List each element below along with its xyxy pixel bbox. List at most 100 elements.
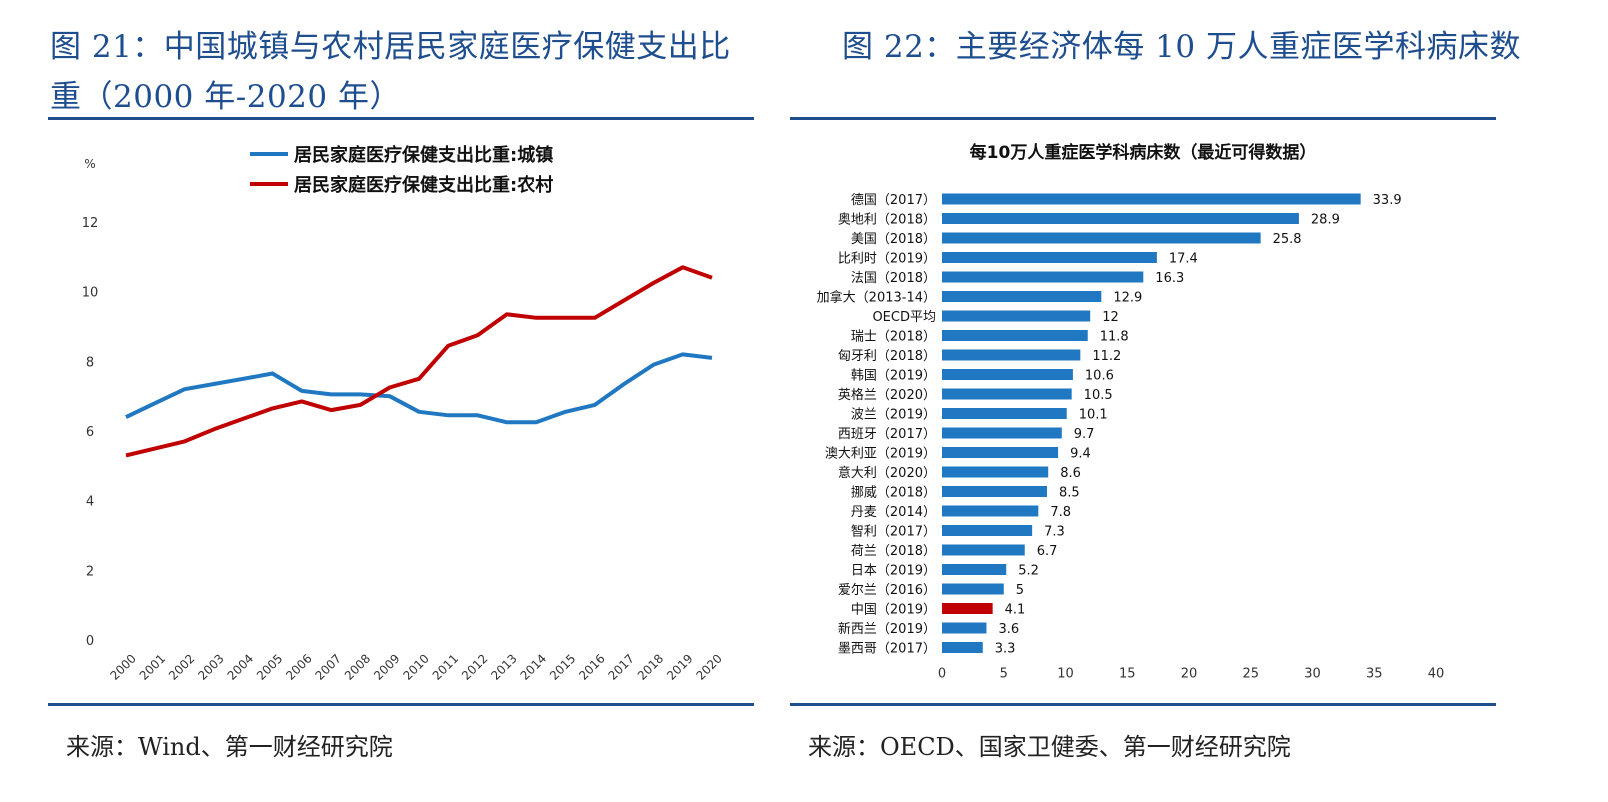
bar-value-label: 11.2: [1092, 349, 1121, 364]
x-tick-label: 2006: [283, 651, 314, 682]
bar-category-label: 爱尔兰（2016）: [838, 583, 936, 598]
bar-chart-x-axis: 0 5 10 15 20 25 30 35 40: [938, 667, 1444, 682]
bar-value-label: 16.3: [1155, 271, 1184, 286]
series-line: [125, 352, 713, 425]
bar: [942, 408, 1067, 419]
bar: [942, 369, 1073, 380]
bar: [942, 583, 1004, 595]
figure-22-top-rule: [790, 117, 1496, 120]
x-tick-label: 40: [1428, 667, 1445, 682]
bar-value-label: 9.7: [1074, 427, 1095, 442]
y-tick-label: 4: [86, 495, 94, 510]
x-tick-label: 30: [1304, 667, 1321, 682]
bar-category-label: 智利（2017）: [851, 525, 936, 540]
bar-category-label: 波兰（2019）: [851, 408, 936, 423]
x-tick-label: 20: [1181, 667, 1198, 682]
bar-category-label: 日本（2019）: [851, 564, 936, 579]
figure-22-panel: 图 22：主要经济体每 10 万人重症医学科病床数 每10万人重症医学科病床数（…: [790, 0, 1608, 802]
x-tick-label: 2020: [693, 651, 724, 682]
bar-category-label: 匈牙利（2018）: [838, 349, 936, 364]
bar-category-label: 墨西哥（2017）: [838, 642, 936, 657]
bar-category-label: 荷兰（2018）: [851, 544, 936, 559]
bar: [942, 505, 1039, 517]
bar: [942, 466, 1049, 478]
bar: [942, 622, 987, 634]
bar-value-label: 9.4: [1070, 447, 1091, 462]
x-tick-label: 2009: [371, 651, 402, 682]
y-tick-label: 2: [86, 564, 94, 579]
x-tick-label: 2015: [547, 651, 578, 682]
bar-chart-value-labels: 33.9 28.9 25.8 17.4 16.3 12.9 12 11.8 11.2 10.6 10…: [995, 193, 1402, 657]
bar-category-label: 奥地利（2018）: [838, 213, 936, 228]
line-chart-series: [125, 265, 713, 458]
figure-21-top-rule: [48, 117, 754, 120]
bar-value-label: 12.9: [1113, 291, 1142, 306]
bar-value-label: 3.3: [995, 642, 1016, 657]
x-tick-label: 2016: [576, 651, 607, 682]
bar: [942, 642, 983, 653]
x-tick-label: 15: [1119, 667, 1136, 682]
bar-category-label: 挪威（2018）: [851, 486, 936, 501]
x-tick-label: 35: [1366, 667, 1383, 682]
x-tick-label: 2011: [430, 651, 461, 682]
figure-22-source: 来源：OECD、国家卫健委、第一财经研究院: [808, 733, 1291, 761]
y-tick-label: 12: [82, 216, 99, 231]
bar-value-label: 17.4: [1169, 252, 1198, 267]
bar-value-label: 8.5: [1059, 486, 1080, 501]
bar-value-label: 8.6: [1060, 466, 1081, 481]
x-tick-label: 2008: [342, 651, 373, 682]
series-line: [125, 265, 713, 458]
bar: [942, 525, 1033, 536]
bar-category-label: 德国（2017）: [851, 193, 936, 208]
bar-category-label: 意大利（2020）: [838, 465, 936, 481]
bar-category-label: 加拿大（2013-14）: [817, 290, 936, 306]
bar: [942, 213, 1299, 224]
bar: [942, 330, 1088, 341]
bar-value-label: 12: [1102, 310, 1119, 325]
bar-value-label: 3.6: [998, 622, 1019, 637]
figure-21-panel: 图 21：中国城镇与农村居民家庭医疗保健支出比重（2000 年-2020 年） …: [0, 0, 800, 802]
x-tick-label: 2005: [254, 651, 285, 682]
bar-chart-categories: 德国（2017） 奥地利（2018） 美国（2018） 比利时（2019） 法国（201…: [817, 193, 936, 657]
bar-category-label: 瑞士（2018）: [851, 330, 936, 345]
x-tick-label: 2012: [459, 651, 490, 682]
figure-22-title: 图 22：主要经济体每 10 万人重症医学科病床数: [842, 29, 1521, 65]
bar-category-label: 西班牙（2017）: [838, 427, 936, 442]
x-tick-label: 2018: [635, 651, 666, 682]
bar-value-label: 28.9: [1311, 213, 1340, 228]
x-tick-label: 2013: [488, 651, 519, 682]
y-tick-label: 8: [86, 355, 94, 370]
x-tick-label: 2002: [166, 651, 197, 682]
bar: [942, 193, 1361, 205]
bar-category-label: OECD平均: [872, 310, 936, 325]
bar-chart: 每10万人重症医学科病床数（最近可得数据） 德国（2017） 奥地利（2018） 美…: [817, 142, 1445, 682]
bar-value-label: 10.6: [1085, 369, 1114, 384]
x-tick-label: 2001: [137, 651, 168, 682]
bar: [942, 603, 993, 614]
bar-value-label: 5.2: [1018, 564, 1039, 579]
x-tick-label: 2003: [195, 651, 226, 682]
bar: [942, 486, 1047, 497]
bar-chart-title: 每10万人重症医学科病床数（最近可得数据）: [970, 142, 1317, 163]
y-axis-unit-label: %: [84, 157, 95, 171]
y-tick-label: 0: [86, 634, 94, 649]
bar: [942, 564, 1007, 575]
bar-value-label: 7.8: [1050, 505, 1071, 520]
bar-value-label: 5: [1016, 583, 1024, 598]
bar-value-label: 25.8: [1273, 232, 1302, 247]
bar: [942, 252, 1157, 263]
x-tick-label: 5: [1000, 667, 1008, 682]
bar-category-label: 英格兰（2020）: [838, 387, 936, 403]
bar-value-label: 10.1: [1079, 408, 1108, 423]
y-tick-label: 10: [82, 286, 99, 301]
bar-chart-bars: [942, 193, 1361, 653]
bar: [942, 349, 1081, 361]
figure-21-title: 图 21：中国城镇与农村居民家庭医疗保健支出比重（2000 年-2020 年）: [50, 29, 731, 115]
bar: [942, 271, 1144, 283]
bar-value-label: 33.9: [1373, 193, 1402, 208]
x-tick-label: 2017: [606, 651, 637, 682]
x-tick-label: 2000: [107, 651, 138, 682]
figure-21-source: 来源：Wind、第一财经研究院: [66, 733, 393, 761]
bar-value-label: 11.8: [1100, 330, 1129, 345]
